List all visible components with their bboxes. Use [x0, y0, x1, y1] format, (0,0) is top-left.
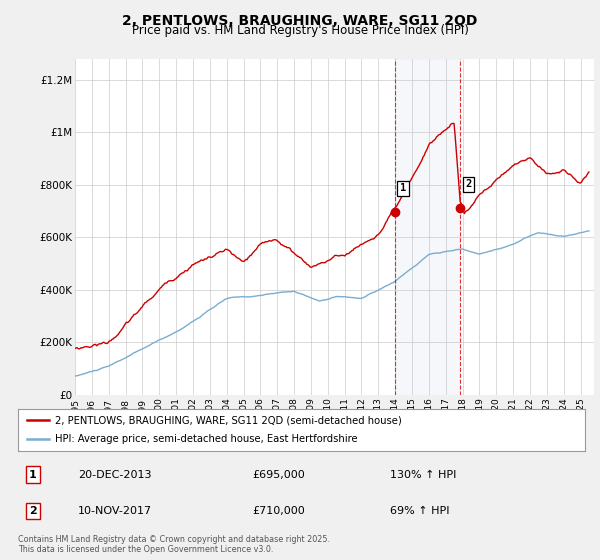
- Text: 10-NOV-2017: 10-NOV-2017: [78, 506, 152, 516]
- Text: 2, PENTLOWS, BRAUGHING, WARE, SG11 2QD: 2, PENTLOWS, BRAUGHING, WARE, SG11 2QD: [122, 14, 478, 28]
- Text: 20-DEC-2013: 20-DEC-2013: [78, 470, 151, 479]
- Text: HPI: Average price, semi-detached house, East Hertfordshire: HPI: Average price, semi-detached house,…: [55, 435, 358, 445]
- Text: 1: 1: [29, 470, 37, 479]
- Text: Contains HM Land Registry data © Crown copyright and database right 2025.
This d: Contains HM Land Registry data © Crown c…: [18, 535, 330, 554]
- Text: 130% ↑ HPI: 130% ↑ HPI: [390, 470, 457, 479]
- Text: 1: 1: [400, 183, 406, 193]
- Text: £695,000: £695,000: [252, 470, 305, 479]
- Text: 2, PENTLOWS, BRAUGHING, WARE, SG11 2QD (semi-detached house): 2, PENTLOWS, BRAUGHING, WARE, SG11 2QD (…: [55, 415, 401, 425]
- Text: £710,000: £710,000: [252, 506, 305, 516]
- Text: 69% ↑ HPI: 69% ↑ HPI: [390, 506, 449, 516]
- Text: 2: 2: [29, 506, 37, 516]
- Text: Price paid vs. HM Land Registry's House Price Index (HPI): Price paid vs. HM Land Registry's House …: [131, 24, 469, 37]
- Text: 2: 2: [465, 179, 472, 189]
- Bar: [395, 59, 460, 395]
